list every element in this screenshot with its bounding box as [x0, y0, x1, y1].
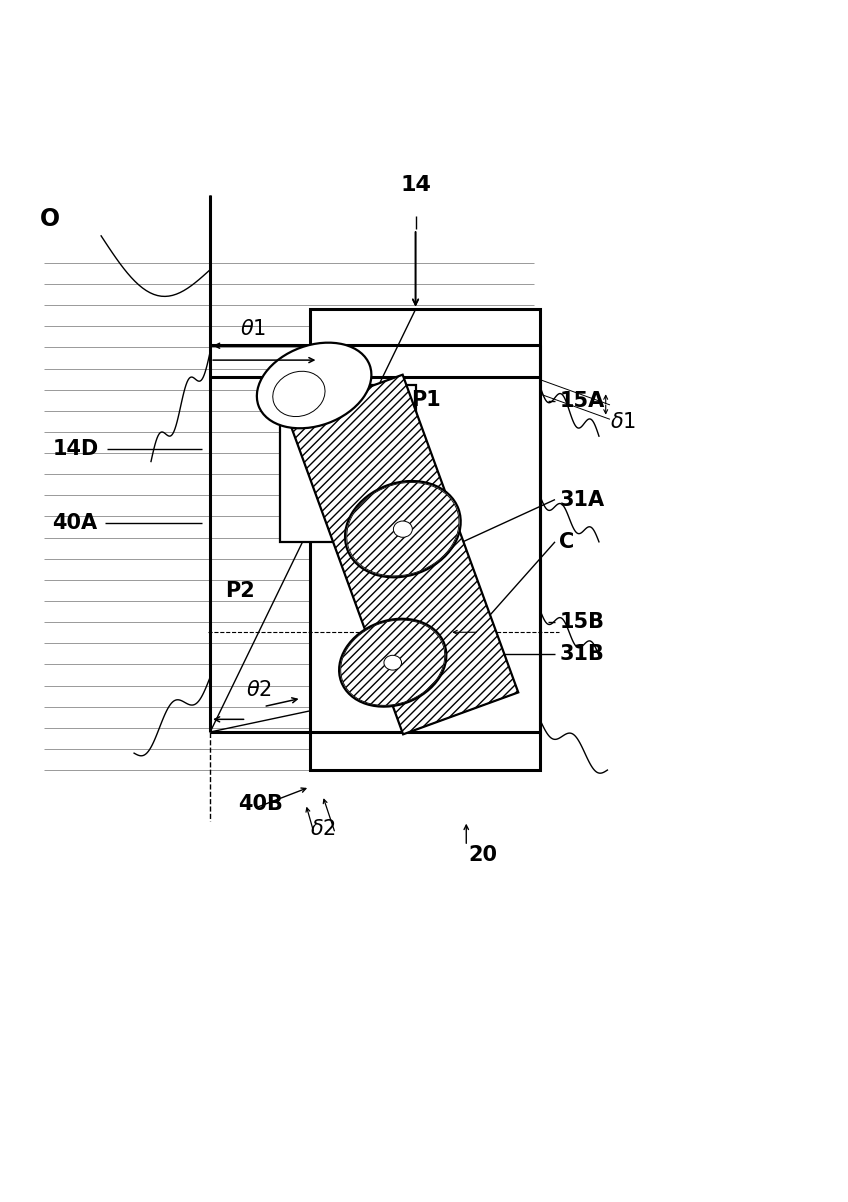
Text: 20: 20 [469, 845, 498, 864]
Ellipse shape [393, 520, 412, 537]
Text: $\delta$1: $\delta$1 [610, 412, 636, 432]
Text: 31A: 31A [559, 489, 605, 510]
Text: $\delta$2: $\delta$2 [310, 820, 336, 839]
Text: 31B: 31B [559, 644, 604, 665]
Text: 40A: 40A [52, 513, 97, 534]
Text: $\theta$1: $\theta$1 [240, 319, 266, 339]
Text: 14D: 14D [53, 439, 98, 459]
Bar [310, 309, 540, 770]
Text: $\theta$2: $\theta$2 [246, 680, 272, 700]
Ellipse shape [339, 619, 446, 707]
Ellipse shape [345, 481, 460, 577]
Text: C: C [559, 531, 574, 552]
Ellipse shape [257, 343, 371, 428]
Polygon shape [287, 375, 518, 734]
Bar [281, 386, 416, 542]
Text: O: O [41, 207, 60, 231]
Text: P1: P1 [410, 389, 441, 410]
Text: 40B: 40B [238, 793, 283, 814]
Ellipse shape [273, 371, 325, 417]
Ellipse shape [384, 655, 401, 670]
Text: 15B: 15B [559, 612, 605, 632]
Text: 15A: 15A [559, 391, 605, 411]
Text: 14: 14 [400, 175, 431, 195]
Text: P2: P2 [225, 581, 254, 601]
